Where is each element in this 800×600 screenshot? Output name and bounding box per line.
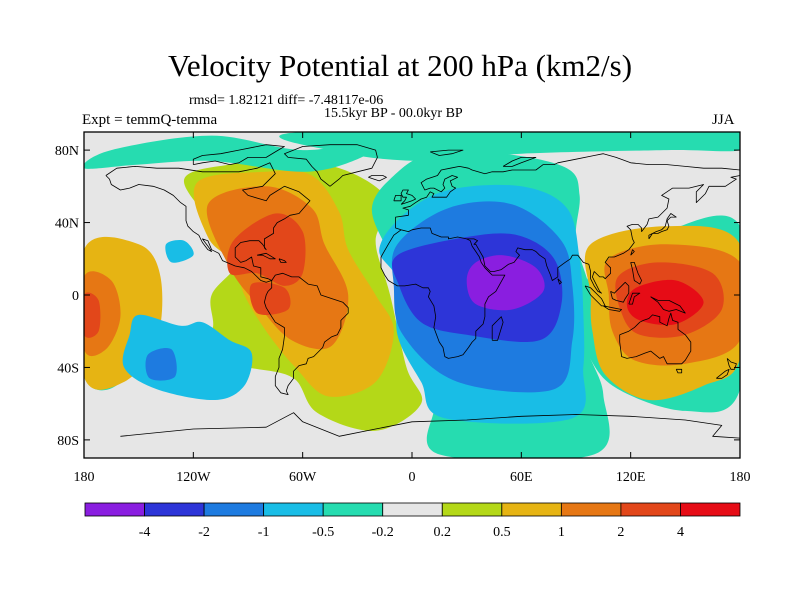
colorbar-label: 1 bbox=[558, 525, 565, 540]
contour-region bbox=[84, 135, 387, 172]
contour-region bbox=[249, 282, 291, 315]
season-label: JJA bbox=[712, 112, 735, 128]
colorbar-swatch bbox=[144, 502, 205, 517]
colorbar-swatch bbox=[501, 502, 562, 517]
colorbar-swatch bbox=[322, 502, 384, 517]
colorbar-swatch bbox=[382, 502, 443, 517]
colorbar-label: 0.5 bbox=[493, 525, 511, 540]
coastline bbox=[610, 281, 630, 303]
lon-tick-label: 120W bbox=[176, 470, 211, 485]
lat-tick-label: 40S bbox=[57, 361, 79, 376]
colorbar-swatch bbox=[620, 502, 681, 517]
coastline bbox=[630, 262, 642, 285]
colorbar-label: -0.2 bbox=[372, 525, 394, 540]
lon-tick-label: 0 bbox=[409, 470, 416, 485]
colorbar-swatch bbox=[680, 502, 741, 517]
coastline bbox=[395, 153, 740, 294]
coastline bbox=[726, 358, 737, 370]
coastline bbox=[628, 292, 641, 305]
lon-tick-label: 180 bbox=[730, 470, 751, 485]
colorbar-swatch bbox=[84, 502, 145, 517]
contour-region bbox=[145, 347, 177, 381]
coastline bbox=[105, 162, 311, 283]
lon-tick-label: 60E bbox=[510, 470, 533, 485]
colorbar-label: 2 bbox=[617, 525, 624, 540]
longitude-axis: 180 120W 60W 0 60E 120E 180 bbox=[74, 132, 751, 485]
coastline bbox=[650, 296, 686, 314]
coastline bbox=[278, 258, 287, 263]
colorbar-label: -4 bbox=[139, 525, 151, 540]
contour-region bbox=[626, 279, 704, 326]
lon-tick-label: 120E bbox=[616, 470, 646, 485]
coastlines bbox=[105, 144, 740, 439]
coastline bbox=[264, 272, 349, 395]
colorbar-swatch bbox=[263, 502, 324, 517]
lon-tick-label: 180 bbox=[74, 470, 95, 485]
coastline bbox=[502, 157, 537, 167]
lat-tick-label: 40N bbox=[55, 217, 79, 232]
colorbar-swatch bbox=[203, 502, 265, 517]
contour-region bbox=[165, 239, 194, 263]
lat-tick-label: 80N bbox=[55, 144, 79, 159]
coastline bbox=[491, 316, 504, 341]
coastline bbox=[120, 412, 740, 439]
experiment-label: Expt = temmQ-temma bbox=[82, 112, 218, 128]
contour-region bbox=[279, 132, 740, 161]
coastline bbox=[716, 368, 730, 379]
colorbar: -4 -2 -1 -0.5 -0.2 0.2 0.5 1 2 4 bbox=[84, 502, 741, 540]
coastline bbox=[557, 278, 562, 285]
coastline bbox=[368, 175, 387, 182]
chart-title: Velocity Potential at 200 hPa (km2/s) bbox=[167, 48, 633, 83]
period-label: 15.5kyr BP - 00.0kyr BP bbox=[324, 106, 463, 121]
colorbar-swatch bbox=[441, 502, 503, 517]
coastline bbox=[257, 252, 276, 260]
lat-tick-label: 0 bbox=[72, 289, 79, 304]
colorbar-label: 4 bbox=[677, 525, 684, 540]
coastline bbox=[619, 312, 692, 365]
colorbar-label: 0.2 bbox=[434, 525, 452, 540]
coastline bbox=[393, 195, 402, 202]
latitude-axis: 80N 40N 0 40S 80S bbox=[55, 144, 740, 449]
coastline bbox=[630, 249, 635, 256]
coastline bbox=[284, 144, 378, 187]
colorbar-swatch bbox=[560, 502, 622, 517]
coastline bbox=[675, 368, 683, 374]
colorbar-label: -0.5 bbox=[312, 525, 334, 540]
lon-tick-label: 60W bbox=[289, 470, 317, 485]
colorbar-label: -2 bbox=[198, 525, 210, 540]
coastline bbox=[400, 189, 416, 205]
contour-region bbox=[84, 292, 101, 338]
coastline bbox=[430, 149, 464, 156]
coastline bbox=[380, 229, 506, 359]
lat-tick-label: 80S bbox=[57, 434, 79, 449]
colorbar-label: -1 bbox=[258, 525, 270, 540]
coastline bbox=[603, 305, 622, 312]
coastline bbox=[648, 213, 677, 240]
rmsd-diff-label: rmsd= 1.82121 diff= -7.48117e-06 bbox=[189, 93, 384, 108]
coastline bbox=[192, 144, 285, 165]
